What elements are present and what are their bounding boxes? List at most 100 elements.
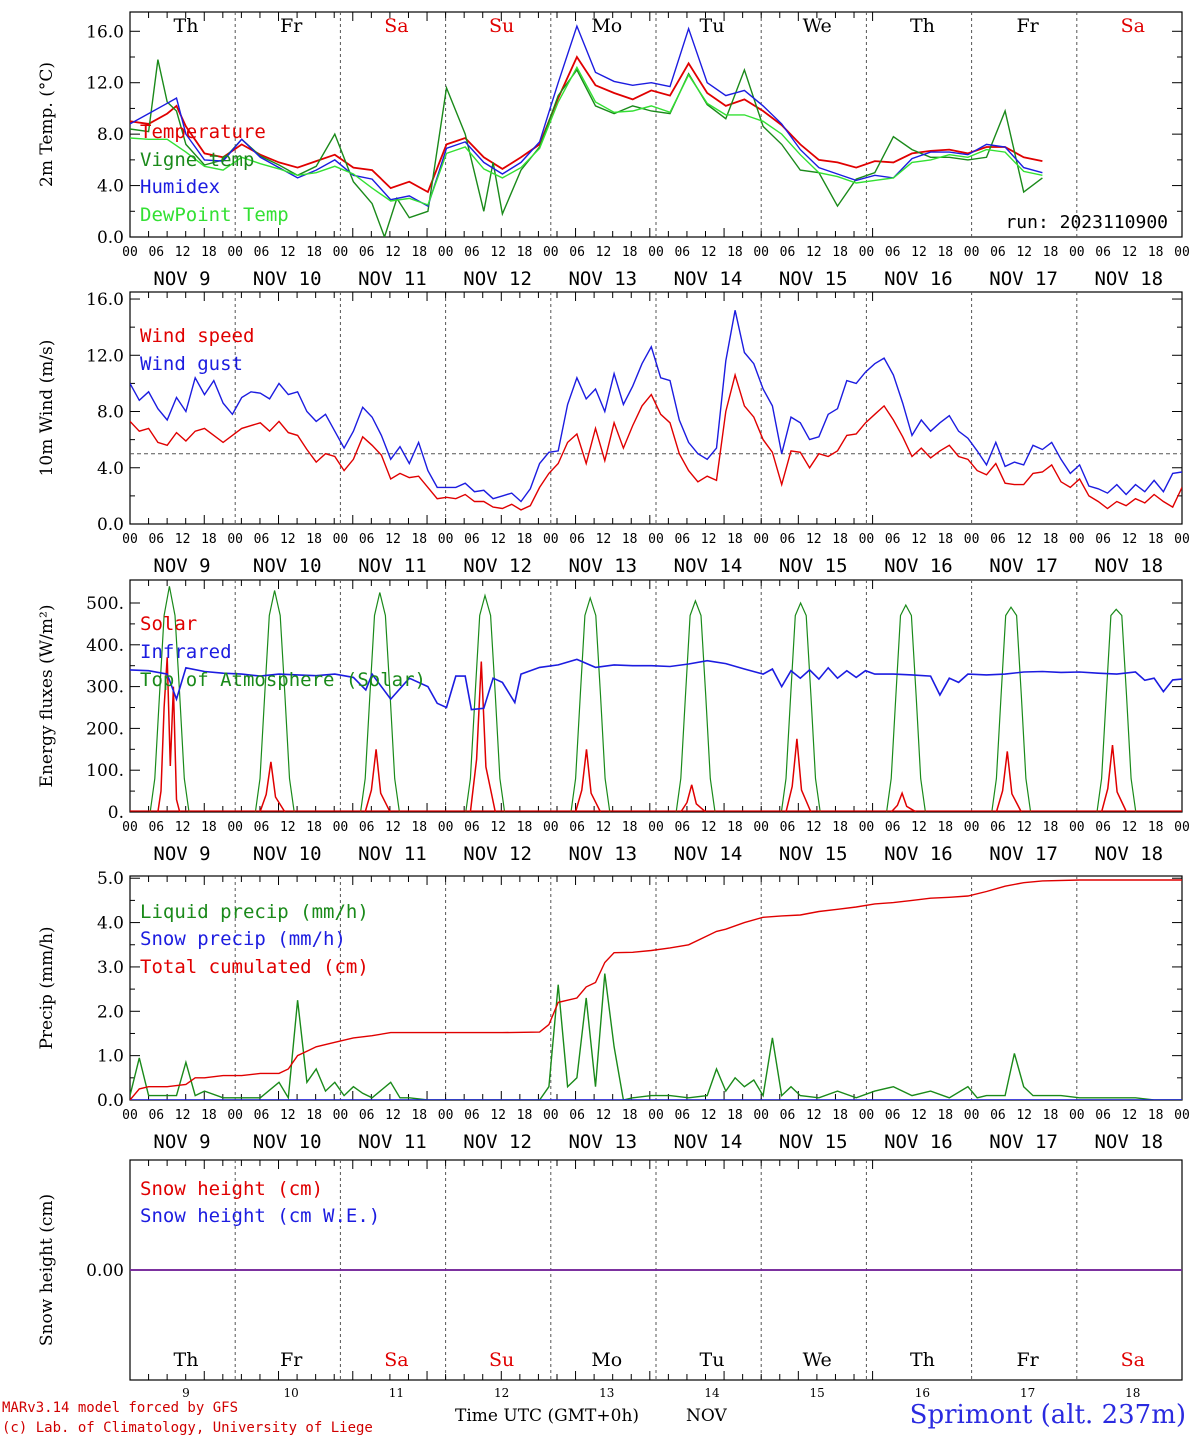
hour-tick-label: 12 bbox=[701, 245, 717, 260]
hour-tick-label: 00 bbox=[859, 245, 875, 260]
hour-tick-label: 18 bbox=[306, 532, 322, 547]
hour-tick-label: 00 bbox=[1174, 245, 1190, 260]
infrared-line bbox=[130, 658, 1182, 711]
date-label: NOV 18 bbox=[1094, 843, 1163, 865]
day-number-label: 9 bbox=[182, 1386, 190, 1400]
hour-tick-label: 06 bbox=[148, 245, 164, 260]
hour-tick-label: 00 bbox=[122, 245, 138, 260]
weekday-label-bottom: Sa bbox=[384, 1349, 408, 1371]
hour-tick-label: 12 bbox=[806, 1108, 822, 1123]
y-tick-label: 300. bbox=[86, 678, 124, 698]
hour-tick-label: 12 bbox=[911, 820, 927, 835]
hour-tick-label: 18 bbox=[306, 820, 322, 835]
hour-tick-label: 06 bbox=[674, 532, 690, 547]
hour-tick-label: 12 bbox=[385, 245, 401, 260]
hour-tick-label: 18 bbox=[517, 820, 533, 835]
station-name: Sprimont (alt. 237m) bbox=[909, 1400, 1186, 1430]
hour-tick-label: 06 bbox=[1095, 820, 1111, 835]
weekday-label-bottom: Th bbox=[910, 1349, 935, 1371]
date-label: NOV 9 bbox=[153, 268, 210, 290]
hour-tick-label: 18 bbox=[832, 532, 848, 547]
hour-tick-label: 18 bbox=[1043, 245, 1059, 260]
hour-tick-label: 00 bbox=[122, 532, 138, 547]
hour-tick-label: 18 bbox=[1043, 820, 1059, 835]
toa-solar-line bbox=[886, 603, 926, 812]
date-label: NOV 10 bbox=[253, 555, 322, 577]
solar-line bbox=[680, 784, 707, 812]
weekday-label-top: We bbox=[803, 15, 832, 37]
weekday-label-top: Th bbox=[174, 15, 199, 37]
day-number-label: 17 bbox=[1020, 1386, 1035, 1400]
hour-tick-label: 06 bbox=[464, 532, 480, 547]
hour-tick-label: 00 bbox=[438, 532, 454, 547]
hour-tick-label: 06 bbox=[780, 1108, 796, 1123]
weekday-label-top: Fr bbox=[280, 15, 303, 37]
weekday-label-bottom: Sa bbox=[1121, 1349, 1145, 1371]
hour-tick-label: 12 bbox=[175, 820, 191, 835]
hour-tick-label: 06 bbox=[780, 245, 796, 260]
hour-tick-label: 00 bbox=[964, 532, 980, 547]
y-tick-label: 8.0 bbox=[97, 125, 124, 145]
hour-tick-label: 00 bbox=[333, 245, 349, 260]
date-label: NOV 13 bbox=[568, 268, 637, 290]
toa-solar-line bbox=[149, 586, 190, 812]
hour-tick-label: 06 bbox=[885, 532, 901, 547]
hour-tick-label: 06 bbox=[885, 820, 901, 835]
hour-tick-label: 12 bbox=[385, 1108, 401, 1123]
hour-tick-label: 12 bbox=[175, 1108, 191, 1123]
hour-tick-label: 18 bbox=[727, 1108, 743, 1123]
day-number-label: 10 bbox=[284, 1386, 299, 1400]
hour-tick-label: 18 bbox=[1148, 245, 1164, 260]
hour-tick-label: 06 bbox=[254, 245, 270, 260]
hour-tick-label: 06 bbox=[569, 820, 585, 835]
date-label: NOV 17 bbox=[989, 555, 1058, 577]
day-number-label: 14 bbox=[704, 1386, 720, 1400]
hour-tick-label: 00 bbox=[859, 820, 875, 835]
hour-tick-label: 06 bbox=[1095, 245, 1111, 260]
y-tick-label: 16.0 bbox=[86, 290, 124, 310]
y-tick-label: 500. bbox=[86, 594, 124, 614]
hour-tick-label: 18 bbox=[622, 532, 638, 547]
hour-tick-label: 18 bbox=[306, 245, 322, 260]
date-label: NOV 10 bbox=[253, 268, 322, 290]
date-label: NOV 16 bbox=[884, 555, 953, 577]
hour-tick-label: 18 bbox=[1043, 1108, 1059, 1123]
hour-tick-label: 12 bbox=[1016, 1108, 1032, 1123]
hour-tick-label: 06 bbox=[464, 245, 480, 260]
y-tick-label: 5.0 bbox=[97, 869, 124, 889]
hour-tick-label: 00 bbox=[648, 532, 664, 547]
hour-tick-label: 00 bbox=[964, 1108, 980, 1123]
hour-tick-label: 00 bbox=[543, 820, 559, 835]
solar-line bbox=[890, 791, 917, 812]
hour-tick-label: 00 bbox=[1069, 532, 1085, 547]
legend-entry: Total cumulated (cm) bbox=[140, 956, 369, 978]
hour-tick-label: 12 bbox=[596, 820, 612, 835]
hour-tick-label: 00 bbox=[753, 820, 769, 835]
y-tick-label: 12.0 bbox=[86, 74, 124, 94]
hour-tick-label: 12 bbox=[806, 532, 822, 547]
hour-tick-label: 00 bbox=[859, 532, 875, 547]
hour-tick-label: 06 bbox=[464, 1108, 480, 1123]
date-label: NOV 9 bbox=[153, 555, 210, 577]
solar-line bbox=[574, 749, 602, 812]
model-credit: MARv3.14 model forced by GFS bbox=[2, 1400, 239, 1416]
day-number-label: 12 bbox=[494, 1386, 509, 1400]
series-line-3 bbox=[130, 65, 1043, 206]
hour-tick-label: 12 bbox=[596, 532, 612, 547]
hour-tick-label: 18 bbox=[411, 532, 427, 547]
weekday-label-bottom: Su bbox=[489, 1349, 514, 1371]
hour-tick-label: 00 bbox=[333, 532, 349, 547]
date-label: NOV 12 bbox=[463, 1131, 532, 1153]
series-line-1 bbox=[130, 59, 1043, 237]
hour-tick-label: 00 bbox=[753, 532, 769, 547]
hour-tick-label: 12 bbox=[490, 1108, 506, 1123]
hour-tick-label: 06 bbox=[674, 820, 690, 835]
hour-tick-label: 00 bbox=[227, 1108, 243, 1123]
series-line-0 bbox=[130, 55, 1043, 194]
legend-entry: Humidex bbox=[140, 176, 220, 198]
hour-tick-label: 18 bbox=[727, 245, 743, 260]
date-label: NOV 15 bbox=[779, 555, 848, 577]
hour-tick-label: 18 bbox=[306, 1108, 322, 1123]
y-tick-label: 16.0 bbox=[86, 22, 124, 42]
y-tick-label: 0. bbox=[108, 803, 124, 823]
